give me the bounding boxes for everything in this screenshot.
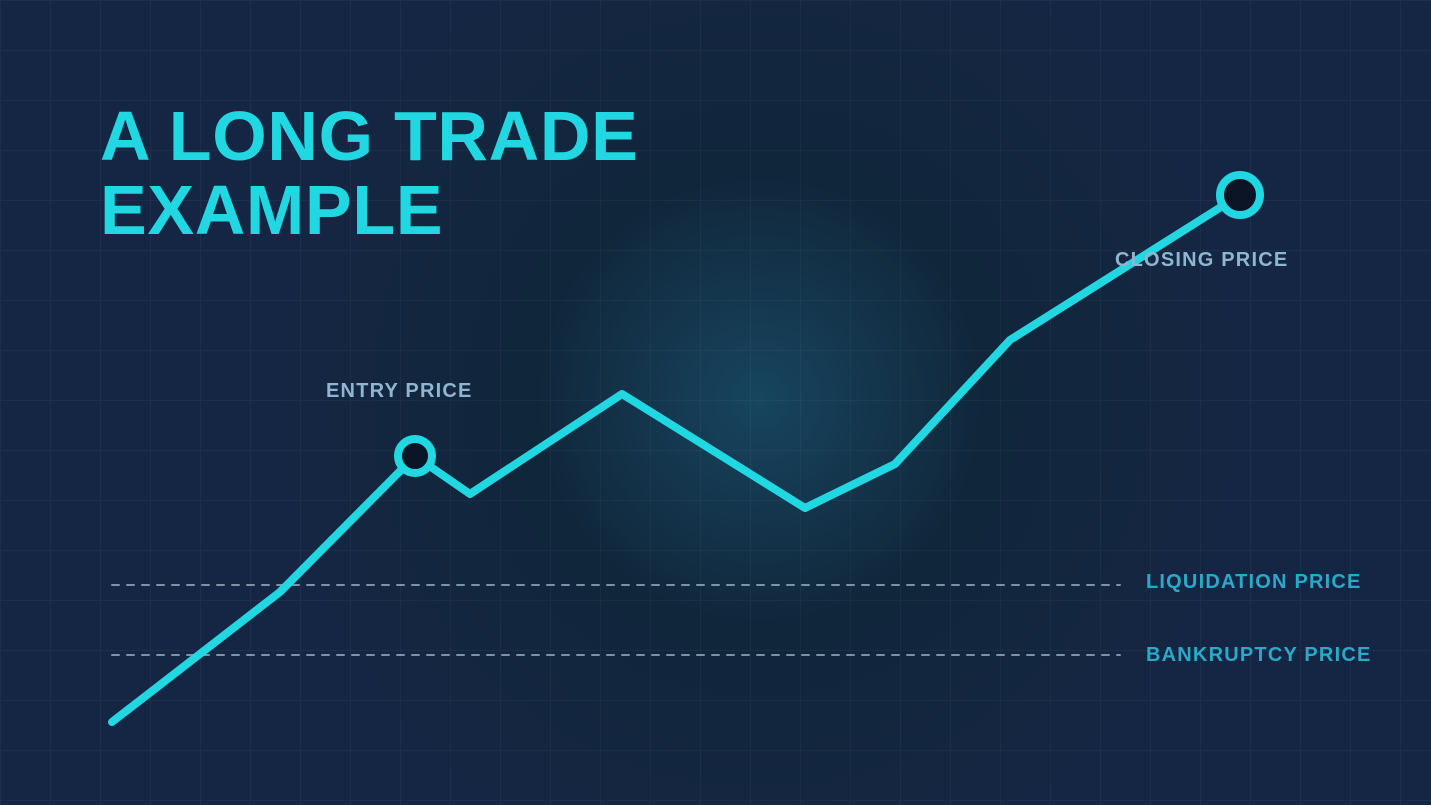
label-entry-price: ENTRY PRICE <box>326 380 473 403</box>
markers-group <box>398 175 1260 473</box>
chart-canvas: A LONG TRADE EXAMPLE ENTRY PRICE CLOSING… <box>0 0 1431 805</box>
price-line-group <box>112 195 1240 722</box>
marker-closing <box>1220 175 1260 215</box>
reference-lines-group <box>112 585 1120 655</box>
marker-entry <box>398 439 432 473</box>
chart-svg <box>0 0 1431 805</box>
label-bankruptcy-price: BANKRUPTCY PRICE <box>1146 644 1372 667</box>
label-closing-price: CLOSING PRICE <box>1115 249 1288 272</box>
label-liquidation-price: LIQUIDATION PRICE <box>1146 571 1362 594</box>
price-line <box>112 195 1240 722</box>
